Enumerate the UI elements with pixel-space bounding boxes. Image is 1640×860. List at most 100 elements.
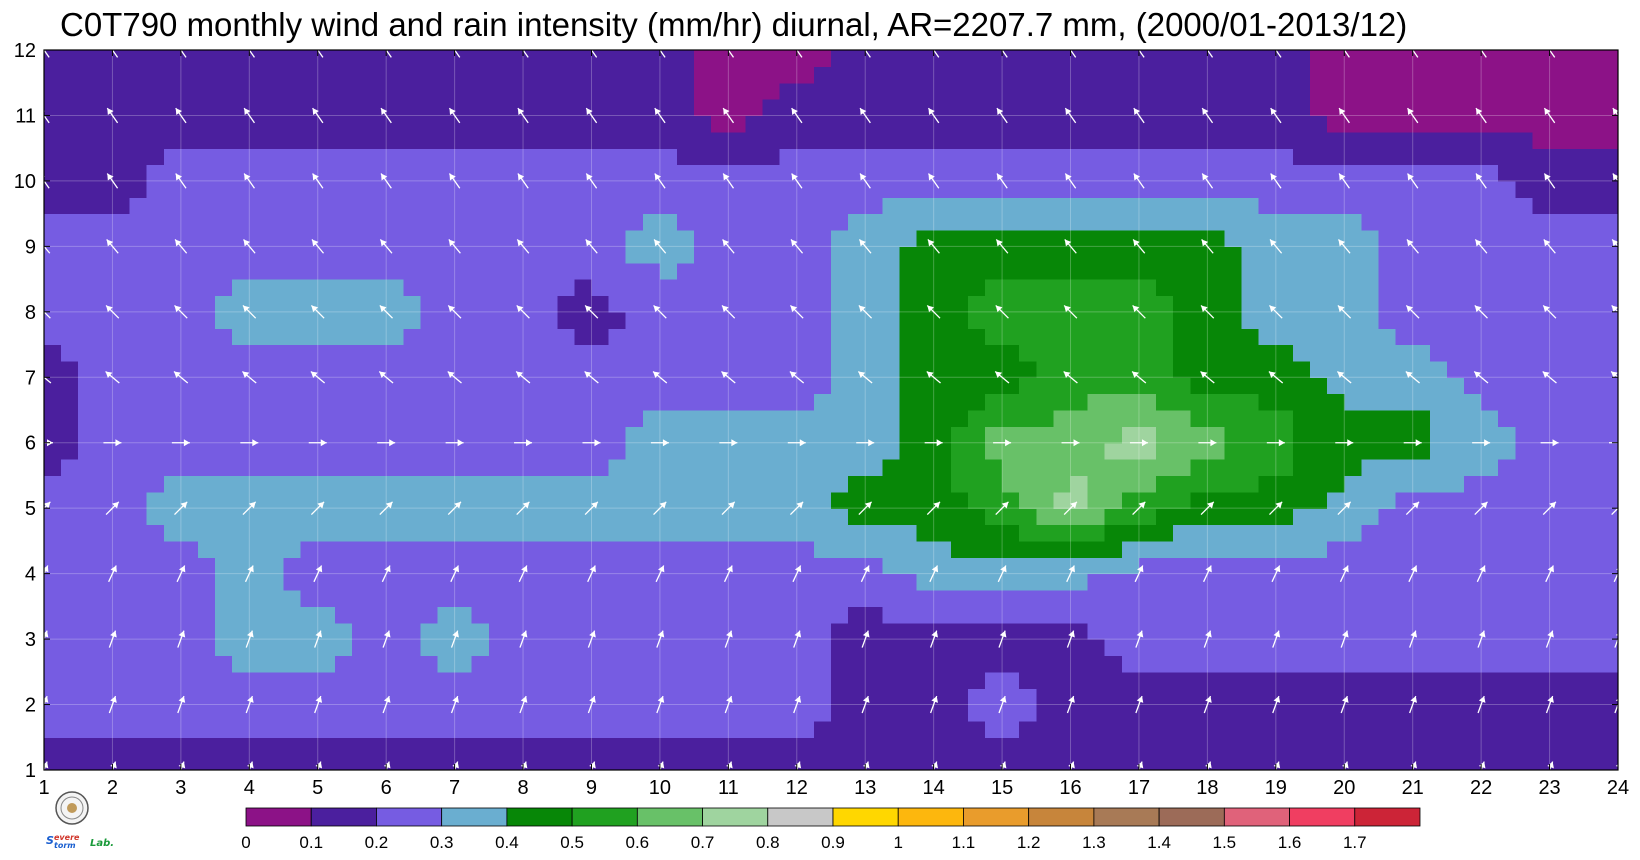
colorbar-swatch <box>571 807 638 827</box>
rain-cell <box>232 410 250 427</box>
rain-cell <box>1344 606 1362 624</box>
rain-cell <box>865 262 883 280</box>
rain-cell <box>745 393 764 411</box>
x-tick-label: 22 <box>1470 777 1492 799</box>
rain-cell <box>488 164 507 182</box>
rain-cell <box>1310 557 1328 575</box>
wind-arrow <box>790 239 804 254</box>
rain-cell <box>369 50 387 67</box>
rain-cell <box>44 671 62 689</box>
rain-cell <box>882 360 901 378</box>
rain-cell <box>112 410 131 427</box>
rain-cell <box>1361 148 1380 166</box>
rain-cell <box>950 180 969 198</box>
rain-cell <box>488 82 507 100</box>
rain-cell <box>334 573 353 591</box>
rain-cell <box>78 66 96 84</box>
rain-cell <box>351 246 370 264</box>
rain-cell <box>933 66 952 84</box>
rain-cell <box>471 180 490 198</box>
rain-cell <box>711 311 729 329</box>
rain-cell <box>574 720 593 738</box>
rain-cell <box>1378 491 1397 509</box>
rain-cell <box>1378 426 1397 444</box>
rain-cell <box>711 557 729 575</box>
rain-cell <box>967 328 986 346</box>
wind-arrow <box>995 501 1009 516</box>
rain-cell <box>540 622 558 640</box>
rain-cell <box>711 115 729 133</box>
rain-cell <box>61 426 79 444</box>
rain-cell <box>1036 524 1055 542</box>
rain-cell <box>163 590 182 607</box>
rain-cell <box>163 50 182 67</box>
rain-cell <box>1378 180 1397 198</box>
rain-cell <box>1532 590 1551 607</box>
rain-cell <box>1053 573 1072 591</box>
rain-cell <box>1498 50 1516 67</box>
rain-cell <box>232 622 250 640</box>
rain-cell <box>1190 557 1208 575</box>
rain-cell <box>1464 573 1482 591</box>
rain-cell <box>796 737 815 755</box>
rain-cell <box>711 524 729 542</box>
rain-cell <box>146 508 165 526</box>
rain-cell <box>266 622 285 640</box>
rain-cell <box>266 148 285 166</box>
rain-cell <box>608 753 627 771</box>
rain-cell <box>300 573 319 591</box>
rain-cell <box>215 720 233 738</box>
rain-cell <box>848 246 866 264</box>
rain-cell <box>933 442 952 460</box>
rain-cell <box>745 197 764 215</box>
wind-arrow <box>1339 565 1349 583</box>
rain-cell <box>540 99 558 117</box>
rain-cell <box>831 360 849 378</box>
rain-cell <box>437 328 456 346</box>
rain-cell <box>180 688 199 706</box>
y-tick-label: 12 <box>14 40 36 62</box>
rain-cell <box>1446 295 1465 313</box>
rain-cell <box>61 540 79 558</box>
rain-cell <box>488 671 507 689</box>
rain-cell <box>1173 180 1191 198</box>
rain-cell <box>745 606 764 624</box>
rain-cell <box>984 66 1003 84</box>
rain-cell <box>557 328 575 346</box>
rain-cell <box>1156 655 1174 673</box>
rain-cell <box>1173 213 1191 231</box>
x-tick-label: 3 <box>175 777 186 799</box>
wind-arrow <box>177 695 186 714</box>
rain-cell <box>249 66 268 84</box>
rain-cell <box>1207 344 1226 362</box>
rain-cell <box>1446 655 1465 673</box>
rain-cell <box>112 524 131 542</box>
rain-cell <box>762 622 781 640</box>
rain-cell <box>420 540 439 558</box>
rain-cell <box>882 180 901 198</box>
rain-cell <box>1446 688 1465 706</box>
wind-arrow <box>1272 695 1281 714</box>
rain-cell <box>1241 115 1260 133</box>
rain-cell <box>1241 671 1260 689</box>
rain-cell <box>300 213 319 231</box>
rain-cell <box>197 148 216 166</box>
rain-cell <box>112 360 131 378</box>
rain-cell <box>403 720 421 738</box>
rain-cell <box>61 50 79 67</box>
rain-cell <box>454 540 473 558</box>
rain-cell <box>403 262 421 280</box>
rain-cell <box>1600 50 1619 67</box>
rain-cell <box>1327 573 1345 591</box>
rain-cell <box>1121 131 1140 149</box>
rain-cell <box>831 704 849 722</box>
rain-cell <box>916 720 935 738</box>
rain-cell <box>933 590 952 607</box>
rain-cell <box>608 131 627 149</box>
rain-cell <box>523 344 541 362</box>
rain-cell <box>215 524 233 542</box>
rain-cell <box>1207 655 1226 673</box>
wind-arrow <box>722 173 735 189</box>
rain-cell <box>403 82 421 100</box>
rain-cell <box>848 131 866 149</box>
